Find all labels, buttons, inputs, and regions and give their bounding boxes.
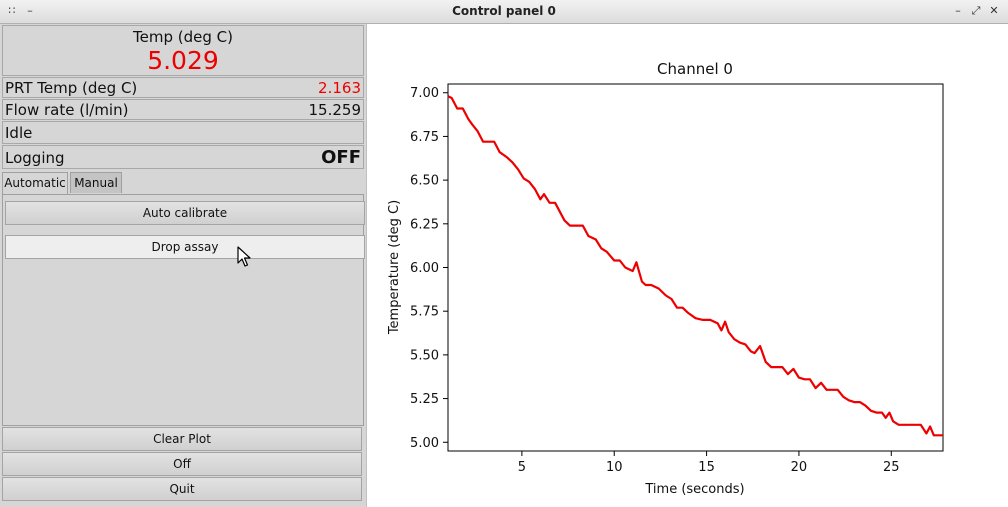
mouse-pointer-icon <box>237 246 251 267</box>
maximize-icon[interactable]: ⤢ <box>971 4 981 17</box>
y-tick-label: 5.75 <box>410 305 439 320</box>
x-tick-label: 10 <box>606 460 623 475</box>
series-line-channel-0 <box>447 95 943 437</box>
auto-calibrate-button[interactable]: Auto calibrate <box>5 201 365 225</box>
x-tick-label: 5 <box>518 460 526 475</box>
chart-title: Channel 0 <box>657 60 733 78</box>
y-tick-label: 6.75 <box>410 130 439 145</box>
y-tick-label: 6.00 <box>410 261 439 276</box>
y-tick-label: 5.00 <box>410 436 439 451</box>
window-title: Control panel 0 <box>452 4 556 18</box>
y-tick-label: 6.50 <box>410 174 439 189</box>
close-icon[interactable]: ✕ <box>989 4 999 17</box>
status-row: Idle <box>2 121 364 144</box>
y-tick-label: 5.50 <box>410 348 439 363</box>
logging-row: Logging OFF <box>2 145 364 169</box>
y-axis-title: Temperature (deg C) <box>387 200 402 335</box>
x-axis-title: Time (seconds) <box>644 482 744 497</box>
plot-frame <box>447 83 944 452</box>
logging-value: OFF <box>321 147 361 168</box>
control-column: Temp (deg C) 5.029 PRT Temp (deg C) 2.16… <box>0 24 366 507</box>
status-text: Idle <box>5 124 33 142</box>
tab-automatic[interactable]: Automatic <box>2 172 68 194</box>
y-axis: 5.00 5.25 5.50 5.75 6.00 6.25 6.50 6.75 7.00 <box>410 86 448 451</box>
mode-tabs: Automatic Manual <box>2 172 364 194</box>
prt-temp-row: PRT Temp (deg C) 2.163 <box>2 77 364 98</box>
plot-area[interactable]: Channel 0 5 10 15 20 25 5.00 5.25 5.50 5.75 6.00… <box>366 24 1008 507</box>
logging-label: Logging <box>5 149 65 167</box>
temperature-chart: Channel 0 5 10 15 20 25 5.00 5.25 5.50 5.75 6.00… <box>387 60 944 497</box>
temp-readout: Temp (deg C) 5.029 <box>2 25 364 76</box>
minimize-to-tray-icon[interactable]: – <box>27 4 33 17</box>
flow-rate-row: Flow rate (l/min) 15.259 <box>2 99 364 120</box>
temp-value: 5.029 <box>147 46 219 75</box>
flow-rate-value: 15.259 <box>308 101 362 119</box>
title-bar[interactable]: ∷ – Control panel 0 – ⤢ ✕ <box>0 0 1008 24</box>
tab-manual[interactable]: Manual <box>70 172 122 193</box>
automatic-tab-panel: Auto calibrate Drop assay <box>2 194 365 426</box>
y-tick-label: 6.25 <box>410 217 439 232</box>
drop-assay-button[interactable]: Drop assay <box>5 235 365 259</box>
prt-temp-value: 2.163 <box>318 79 361 97</box>
y-tick-label: 7.00 <box>410 86 439 101</box>
minimize-icon[interactable]: – <box>955 4 961 17</box>
x-tick-label: 25 <box>883 460 900 475</box>
flow-rate-label: Flow rate (l/min) <box>5 101 129 119</box>
x-tick-label: 15 <box>698 460 715 475</box>
window-menu-icon[interactable]: ∷ <box>8 4 16 17</box>
x-axis: 5 10 15 20 25 <box>518 451 900 475</box>
x-tick-label: 20 <box>791 460 808 475</box>
quit-button[interactable]: Quit <box>2 477 362 501</box>
clear-plot-button[interactable]: Clear Plot <box>2 427 362 451</box>
y-tick-label: 5.25 <box>410 392 439 407</box>
off-button[interactable]: Off <box>2 452 362 476</box>
prt-temp-label: PRT Temp (deg C) <box>5 79 138 97</box>
temp-label: Temp (deg C) <box>133 28 233 46</box>
